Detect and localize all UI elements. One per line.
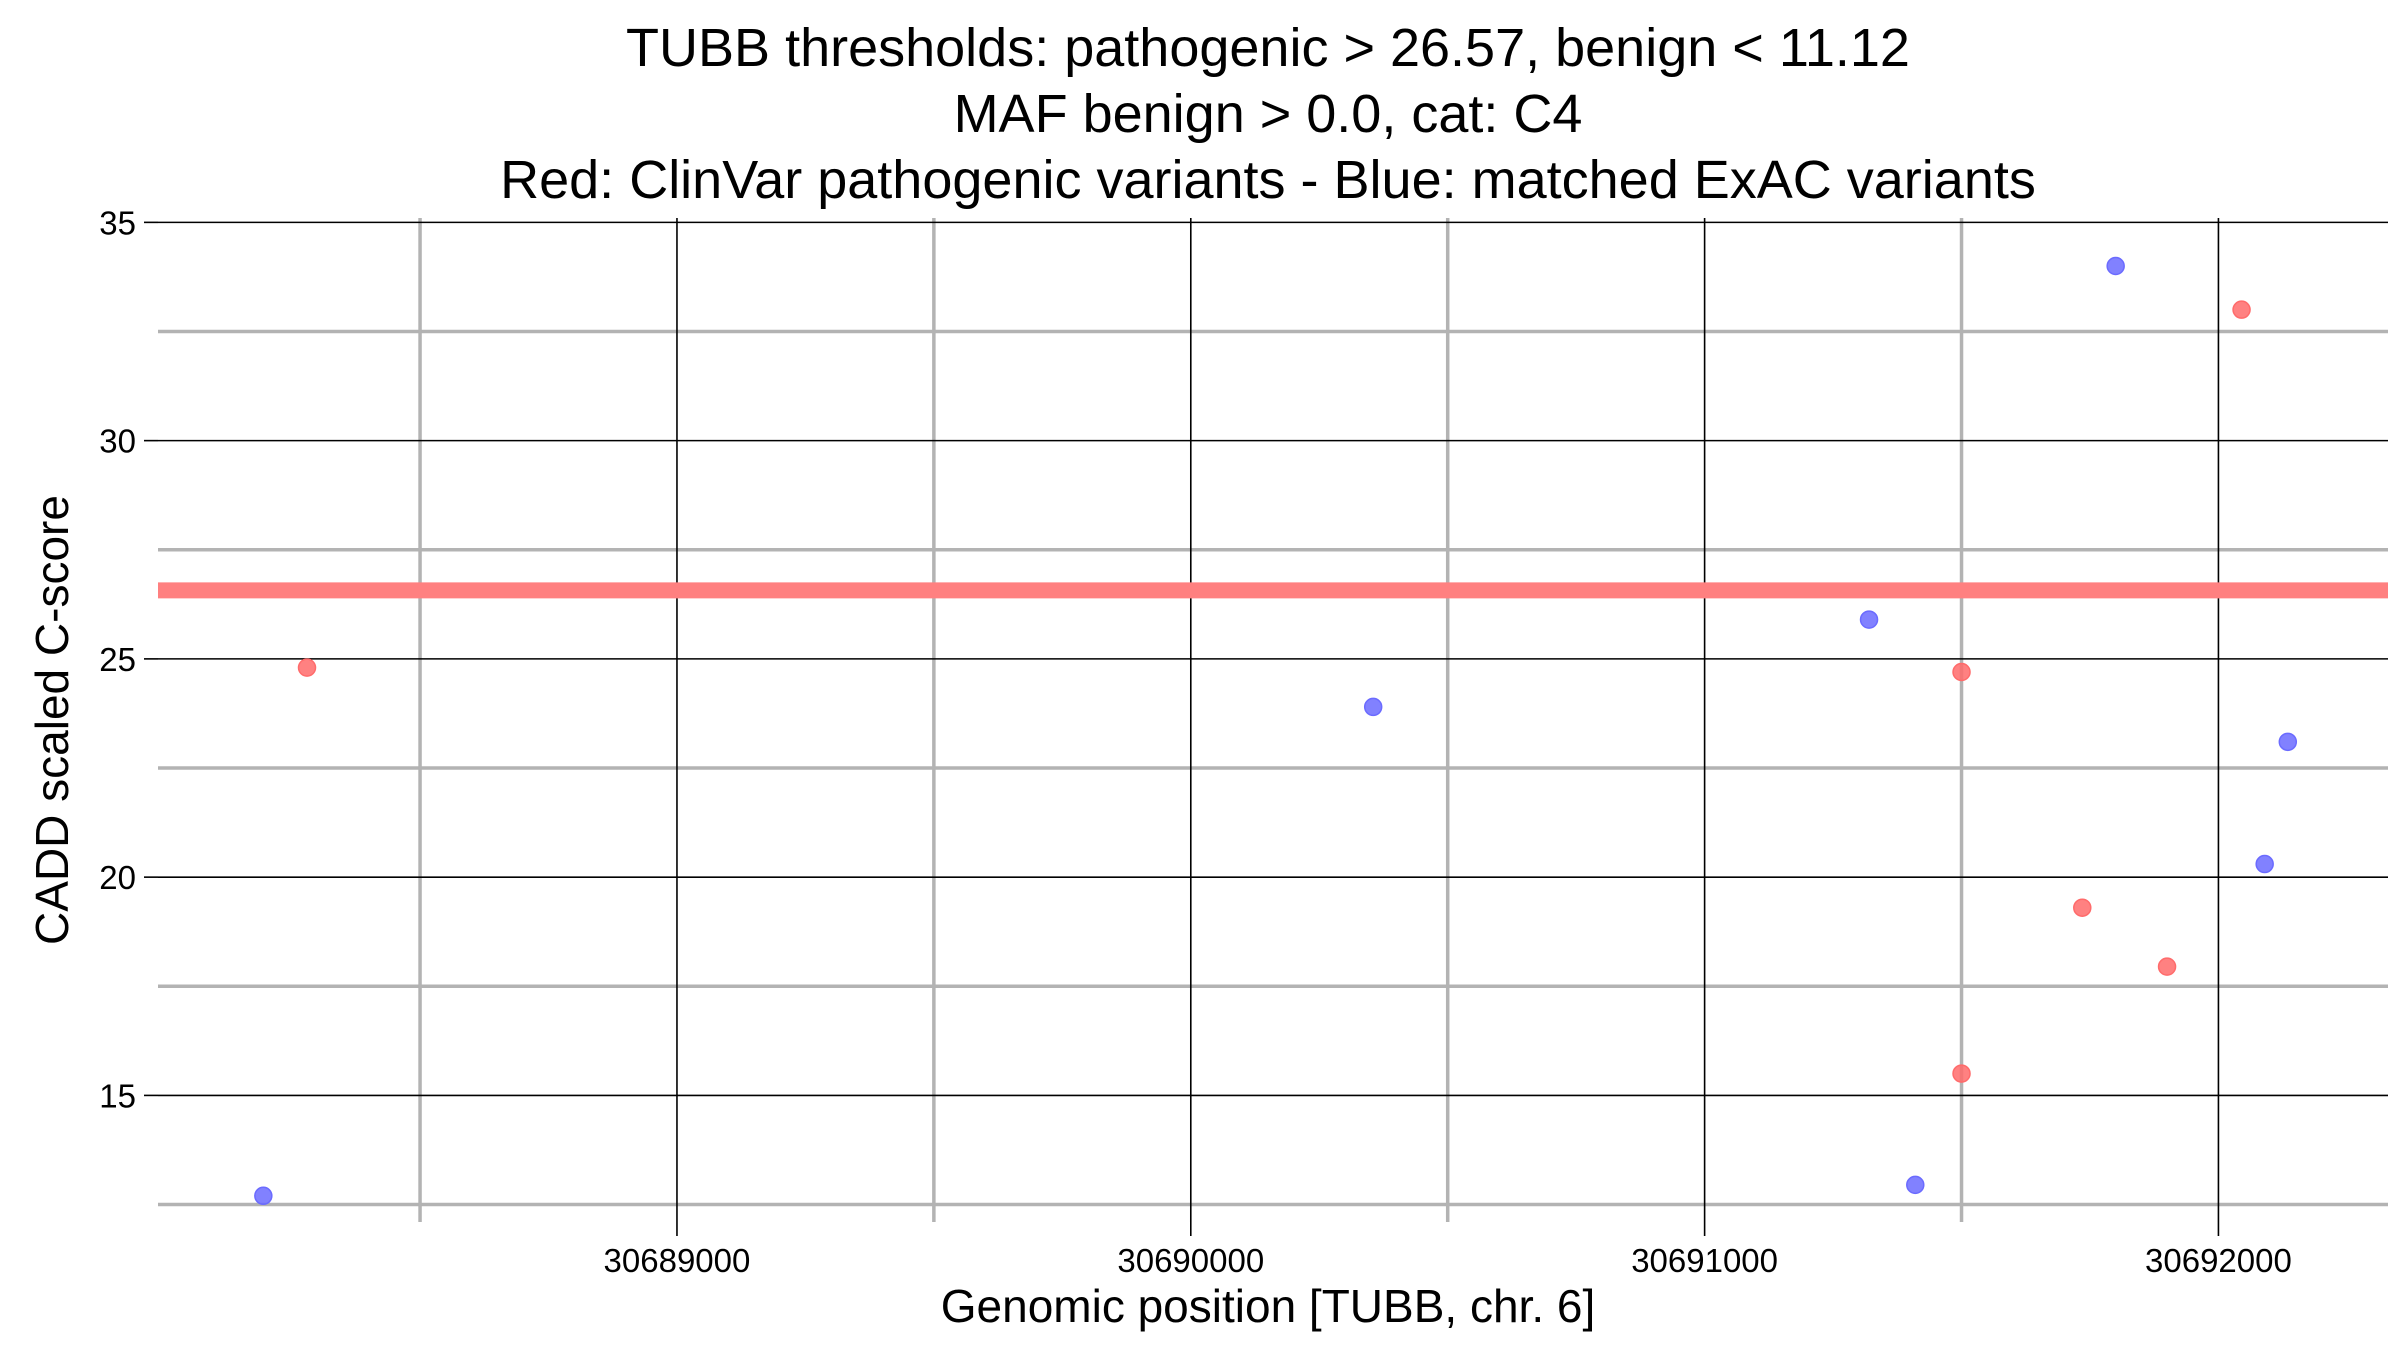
y-axis-title: CADD scaled C-score (26, 495, 78, 945)
x-tick-label-3: 30692000 (2145, 1242, 2292, 1279)
x-axis: 30689000 30690000 30691000 30692000 (604, 1222, 2292, 1279)
point-series-0-3 (2073, 898, 2092, 917)
y-axis: 15 20 25 30 35 (99, 204, 158, 1114)
major-gridlines (158, 218, 2388, 1222)
y-tick-label-3: 30 (99, 423, 136, 460)
point-series-1-5 (2255, 854, 2274, 874)
title-line-1: TUBB thresholds: pathogenic > 26.57, ben… (626, 18, 1910, 78)
data-points (254, 256, 2298, 1206)
y-tick-label-0: 15 (99, 1077, 136, 1114)
x-tick-label-1: 30690000 (1117, 1242, 1264, 1279)
y-tick-label-2: 25 (99, 641, 136, 678)
x-tick-label-0: 30689000 (604, 1242, 751, 1279)
point-series-1-6 (2278, 732, 2298, 752)
point-series-0-0 (297, 658, 317, 677)
point-series-1-0 (254, 1186, 273, 1206)
point-series-1-3 (1906, 1175, 1925, 1195)
y-tick-label-1: 20 (99, 859, 136, 896)
point-series-0-2 (1952, 1064, 1971, 1083)
y-tick-label-4: 35 (99, 204, 136, 241)
point-series-0-5 (2232, 300, 2251, 319)
point-series-1-1 (1363, 697, 1383, 717)
title-line-3: Red: ClinVar pathogenic variants - Blue:… (500, 150, 2036, 210)
minor-gridlines (158, 218, 2388, 1222)
x-axis-title: Genomic position [TUBB, chr. 6] (941, 1280, 1596, 1332)
point-series-1-4 (2106, 256, 2125, 276)
title-line-2: MAF benign > 0.0, cat: C4 (954, 84, 1583, 144)
chart-title: TUBB thresholds: pathogenic > 26.57, ben… (500, 18, 2036, 210)
point-series-1-2 (1859, 610, 1879, 629)
point-series-0-4 (2157, 957, 2177, 976)
point-series-0-1 (1952, 662, 1971, 682)
x-tick-label-2: 30691000 (1631, 1242, 1778, 1279)
